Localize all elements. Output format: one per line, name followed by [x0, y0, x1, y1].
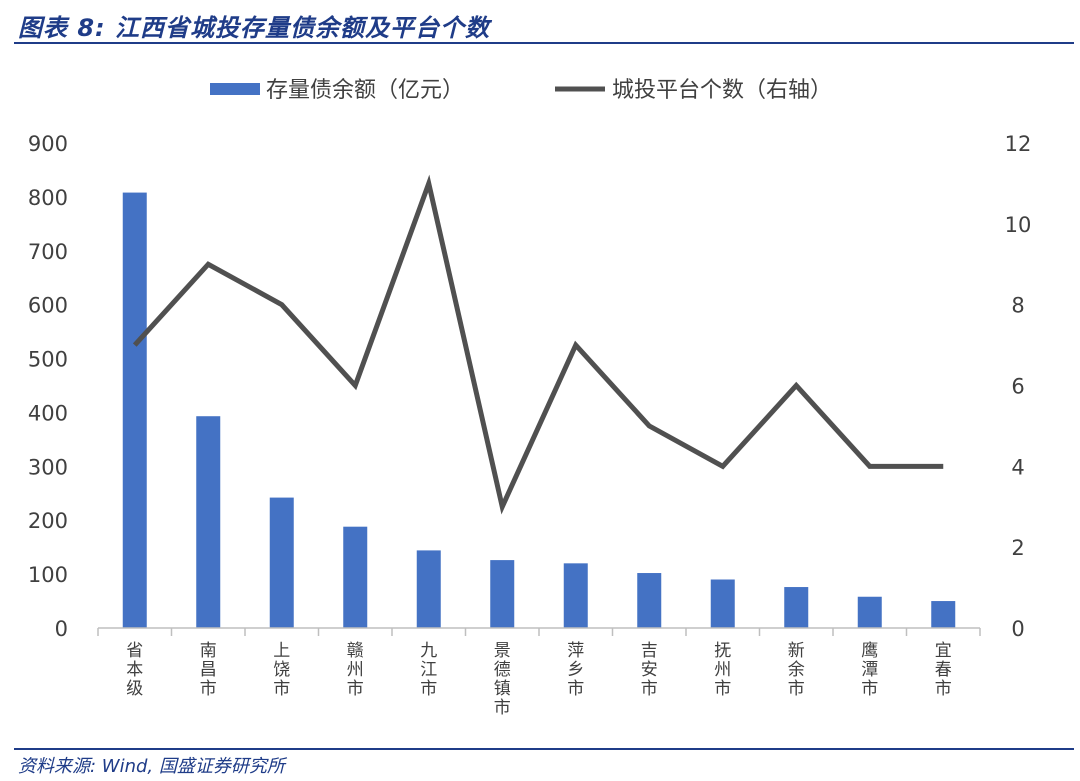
- bar: [710, 579, 735, 628]
- bar: [857, 596, 882, 628]
- line-series: [132, 174, 944, 515]
- bar: [416, 550, 441, 628]
- y-right-tick-label: 2: [1011, 536, 1024, 560]
- x-tick-label: 鹰潭市: [861, 641, 878, 699]
- x-tick-label: 抚州市: [714, 641, 731, 699]
- bar: [122, 192, 147, 629]
- y-right-tick-label: 10: [1005, 213, 1032, 237]
- x-axis: 省本级 南昌市 上饶市 赣州市 九江市 景德镇市 萍乡市 吉安市 抚州市 新余市 鹰潭市 宜春市: [97, 627, 981, 718]
- page-title: 图表 8: 江西省城投存量债余额及平台个数: [18, 14, 491, 42]
- y-right-tick-label: 8: [1011, 294, 1024, 318]
- y-axis-left: 0 100 200 300 400 500 600 700 800 900: [28, 132, 68, 641]
- y-left-tick-label: 800: [28, 186, 68, 210]
- x-tick-label: 吉安市: [641, 641, 658, 699]
- x-tick-label: 上饶市: [273, 641, 290, 699]
- y-right-tick-label: 4: [1011, 455, 1024, 479]
- y-left-tick-label: 200: [28, 509, 68, 533]
- y-right-tick-label: 6: [1011, 375, 1024, 399]
- y-left-tick-label: 300: [28, 455, 68, 479]
- x-tick-label: 宜春市: [935, 641, 952, 699]
- line-path: [132, 174, 944, 515]
- bar-series: [122, 192, 956, 629]
- legend-label-bar: 存量债余额（亿元）: [266, 78, 464, 103]
- y-right-tick-label: 0: [1011, 617, 1024, 641]
- y-right-tick-label: 12: [1005, 132, 1032, 156]
- bar: [637, 573, 662, 628]
- footer-divider: [14, 748, 1074, 750]
- y-left-tick-label: 900: [28, 132, 68, 156]
- legend-swatch-bar: [210, 83, 260, 95]
- x-tick-label: 新余市: [788, 641, 805, 699]
- x-tick-label: 萍乡市: [567, 641, 584, 699]
- bar: [343, 526, 368, 628]
- bar: [269, 497, 294, 628]
- y-left-tick-label: 100: [28, 563, 68, 587]
- bar: [931, 601, 956, 628]
- bar: [490, 560, 515, 628]
- x-tick-label: 景德镇市: [494, 641, 511, 718]
- y-left-tick-label: 500: [28, 348, 68, 372]
- y-left-tick-label: 700: [28, 240, 68, 264]
- bar: [563, 563, 588, 628]
- y-axis-right: 0 2 4 6 8 10 12: [1005, 132, 1032, 641]
- x-tick-label: 九江市: [420, 641, 437, 699]
- bar: [784, 587, 809, 628]
- x-tick-label: 南昌市: [200, 641, 217, 699]
- x-tick-label: 赣州市: [347, 641, 364, 699]
- y-left-tick-label: 600: [28, 294, 68, 318]
- title-bar: 图表 8: 江西省城投存量债余额及平台个数: [14, 4, 1074, 44]
- y-left-tick-label: 400: [28, 401, 68, 425]
- legend-label-line: 城投平台个数（右轴）: [612, 78, 832, 103]
- x-tick-label: 省本级: [126, 641, 143, 699]
- legend: 存量债余额（亿元） 城投平台个数（右轴）: [210, 78, 832, 103]
- source-note: 资料来源: Wind, 国盛证券研究所: [18, 756, 285, 777]
- y-left-tick-label: 0: [55, 617, 68, 641]
- bar: [196, 416, 221, 628]
